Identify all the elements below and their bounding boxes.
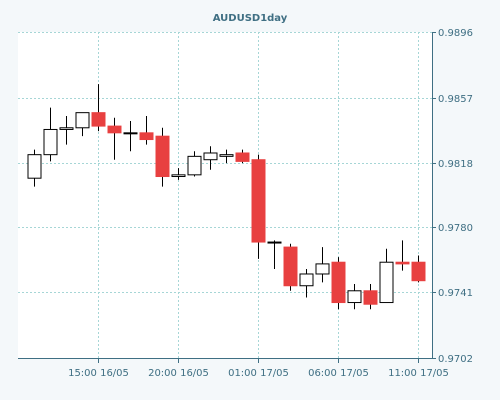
- y-tick-label: 0.9780: [438, 223, 473, 234]
- candle-up: [347, 284, 362, 310]
- candle-body: [27, 154, 42, 179]
- candle-up: [219, 149, 234, 164]
- candle-body: [379, 261, 394, 304]
- candle-body: [75, 112, 90, 129]
- y-tick-label: 0.9702: [438, 354, 473, 365]
- candle-down: [395, 240, 410, 271]
- candle-body: [59, 127, 74, 130]
- candle-body: [299, 273, 314, 287]
- candle-body: [363, 290, 378, 305]
- candle-down: [363, 284, 378, 310]
- candle-up: [75, 112, 90, 137]
- candle-body: [171, 174, 186, 178]
- candle-body: [251, 159, 266, 243]
- candle-down: [139, 116, 154, 145]
- candle-body: [187, 155, 202, 176]
- candle-up: [27, 149, 42, 187]
- candles: [27, 84, 426, 310]
- candle-body: [219, 154, 234, 157]
- candle-body: [267, 241, 282, 244]
- candle-body: [283, 246, 298, 287]
- candle-body: [91, 112, 106, 127]
- candle-body: [395, 261, 410, 265]
- candle-down: [91, 84, 106, 132]
- candle-body: [347, 290, 362, 304]
- candle-body: [331, 261, 346, 304]
- candle-body: [411, 261, 426, 282]
- candle-up: [267, 240, 282, 269]
- y-tick-label: 0.9857: [438, 94, 473, 105]
- candle-body: [43, 128, 58, 156]
- candle-body: [155, 135, 170, 178]
- candle-up: [203, 146, 218, 170]
- axes: 0.9896 0.9857 0.9818 0.9780 0.9741 0.9702 15:0…: [18, 28, 473, 379]
- candle-down: [235, 149, 250, 164]
- candle-down: [251, 154, 266, 259]
- candle-down: [107, 117, 122, 160]
- y-tick-label: 0.9741: [438, 288, 473, 299]
- chart-title: AUDUSD1day: [213, 13, 288, 24]
- candle-body: [315, 263, 330, 275]
- candle-up: [187, 151, 202, 177]
- candle-body: [203, 152, 218, 161]
- candle-down: [155, 127, 170, 187]
- x-tick-label: 20:00 16/05: [148, 368, 209, 379]
- candle-body: [139, 132, 154, 141]
- x-tick-label: 11:00 17/05: [388, 368, 449, 379]
- candle-up: [123, 121, 138, 152]
- y-tick-label: 0.9896: [438, 28, 473, 39]
- candle-up: [315, 247, 330, 283]
- candle-up: [43, 107, 58, 162]
- x-tick-label: 15:00 16/05: [68, 368, 129, 379]
- candle-up: [59, 116, 74, 145]
- candle-down: [331, 257, 346, 310]
- plot-area: [18, 32, 432, 358]
- candle-body: [235, 152, 250, 162]
- candle-up: [379, 248, 394, 304]
- candle-body: [123, 132, 138, 135]
- candle-down: [411, 255, 426, 283]
- candle-up: [171, 168, 186, 180]
- candle-down: [283, 243, 298, 291]
- candle-up: [299, 268, 314, 298]
- x-tick-label: 01:00 17/05: [228, 368, 289, 379]
- candle-body: [107, 125, 122, 134]
- x-tick-label: 06:00 17/05: [308, 368, 369, 379]
- y-tick-label: 0.9818: [438, 159, 473, 170]
